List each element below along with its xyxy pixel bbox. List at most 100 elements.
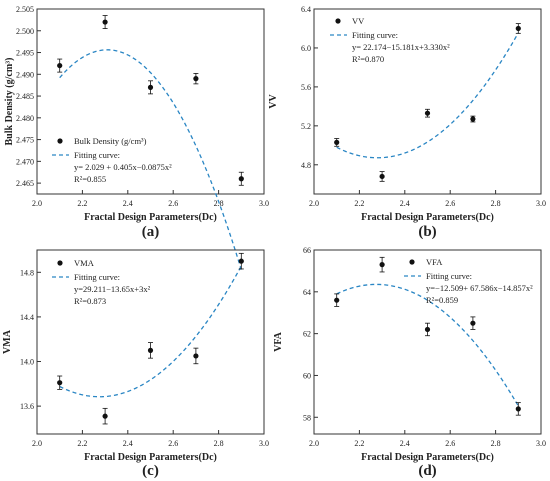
data-point <box>102 19 108 25</box>
data-point <box>515 25 521 32</box>
x-tick-label: 2.2 <box>77 199 87 208</box>
x-tick-label: 2.8 <box>214 439 224 448</box>
legend-marker <box>57 138 63 144</box>
data-point <box>470 116 476 122</box>
panel-label: (c) <box>142 463 159 479</box>
legend-marker <box>57 260 63 266</box>
plot-frame <box>313 249 542 435</box>
y-axis-label: Bulk Density (g/cm³) <box>4 58 15 146</box>
plot-frame <box>36 8 265 195</box>
y-axis-label: VFA <box>273 331 284 352</box>
data-point <box>334 139 340 145</box>
data-point <box>334 297 340 303</box>
panel-label: (d) <box>418 463 436 479</box>
data-point <box>57 380 63 386</box>
y-tick-label: 4.8 <box>301 161 311 170</box>
data-point <box>515 406 521 412</box>
x-tick-label: 2.4 <box>123 439 133 448</box>
data-point <box>147 84 154 90</box>
y-tick-label: 2.495 <box>16 49 34 58</box>
x-axis-label: Fractal Design Parameters(Dc) <box>84 212 217 223</box>
plot-frame <box>313 8 542 195</box>
data-point <box>193 76 199 82</box>
y-tick-label: 13.6 <box>20 402 34 411</box>
x-tick-label: 2.4 <box>400 439 410 448</box>
x-tick-label: 2.2 <box>77 439 87 448</box>
legend-r-squared: R²=0.873 <box>74 296 106 306</box>
legend-r-squared: R²=0.870 <box>352 54 384 64</box>
y-tick-label: 5.2 <box>301 122 311 131</box>
data-point <box>424 110 431 116</box>
legend-series-label: VV <box>352 16 365 26</box>
y-tick-label: 6.4 <box>301 5 311 14</box>
data-point <box>193 353 199 359</box>
y-tick-label: 14.4 <box>20 313 34 322</box>
x-axis-label: Fractal Design Parameters(Dc) <box>361 452 494 463</box>
y-tick-label: 2.490 <box>16 70 34 79</box>
legend-r-squared: R²=0.855 <box>74 174 106 184</box>
x-tick-label: 2.0 <box>32 439 42 448</box>
legend-fit-title: Fitting curve: <box>352 30 398 40</box>
legend-series-label: VMA <box>74 258 95 268</box>
x-tick-label: 2.6 <box>445 439 455 448</box>
y-tick-label: 2.500 <box>16 27 34 36</box>
legend: VFA Fitting curve: y=−12.509+ 67.586x−14.8… <box>404 257 533 305</box>
data-point <box>379 262 385 268</box>
y-tick-label: 2.465 <box>16 179 34 188</box>
x-tick-label: 3.0 <box>259 439 269 448</box>
chart-panel-d: 2.0 2.2 2.4 2.6 2.8 3.0 58 60 62 64 66 Fractal Desi… <box>273 246 546 479</box>
legend-fit-title: Fitting curve: <box>426 271 472 281</box>
fitting-curve-line <box>59 265 242 398</box>
y-axis-label: VV <box>268 94 279 109</box>
legend-series-label: Bulk Density (g/cm³) <box>74 136 147 146</box>
x-tick-label: 2.0 <box>32 199 42 208</box>
y-tick-label: 58 <box>303 413 311 422</box>
y-axis-label: VMA <box>2 329 13 354</box>
x-tick-label: 2.8 <box>491 199 501 208</box>
y-tick-label: 2.475 <box>16 136 34 145</box>
legend: VV Fitting curve: y= 22.174−15.181x+3.330x… <box>330 16 450 64</box>
data-point <box>238 176 244 182</box>
x-tick-label: 2.0 <box>309 199 319 208</box>
fitting-curve-line <box>336 32 519 159</box>
data-point <box>470 320 476 326</box>
y-tick-label: 2.470 <box>16 157 34 166</box>
legend-marker <box>409 259 415 265</box>
x-tick-label: 2.4 <box>123 199 133 208</box>
x-tick-label: 2.8 <box>214 199 224 208</box>
plot-frame <box>36 249 265 435</box>
panel-label: (a) <box>142 224 160 240</box>
chart-panel-b: 2.0 2.2 2.4 2.6 2.8 3.0 4.8 5.2 5.6 6.0 6.4 Fractal… <box>268 5 546 240</box>
y-tick-label: 2.480 <box>16 114 34 123</box>
y-tick-label: 2.505 <box>16 5 34 14</box>
x-tick-label: 2.6 <box>445 199 455 208</box>
x-tick-label: 2.2 <box>354 439 364 448</box>
y-tick-label: 60 <box>303 371 311 380</box>
legend-marker <box>335 18 341 24</box>
legend-fit-title: Fitting curve: <box>74 150 120 160</box>
legend-series-label: VFA <box>426 257 443 267</box>
data-point <box>147 347 154 353</box>
data-point <box>379 173 385 180</box>
data-point <box>57 62 63 69</box>
y-tick-label: 62 <box>303 330 311 339</box>
y-tick-label: 64 <box>303 288 311 297</box>
fitting-curve-line <box>336 283 519 407</box>
legend: VMA Fitting curve: y=29.211−13.65x+3x² R²=0… <box>52 258 151 306</box>
panel-label: (b) <box>418 224 436 240</box>
legend-equation: y= 22.174−15.181x+3.330x² <box>352 42 450 52</box>
legend-r-squared: R²=0.859 <box>426 295 458 305</box>
x-tick-label: 2.4 <box>400 199 410 208</box>
x-tick-label: 3.0 <box>536 439 546 448</box>
legend-equation: y= 2.029 + 0.405x−0.0875x² <box>74 162 172 172</box>
fitting-curve-line <box>59 49 242 270</box>
x-tick-label: 2.8 <box>491 439 501 448</box>
x-tick-label: 3.0 <box>259 199 269 208</box>
data-point <box>238 258 244 264</box>
data-point <box>424 326 431 333</box>
y-tick-label: 66 <box>303 246 311 255</box>
x-axis-label: Fractal Design Parameters(Dc) <box>361 212 494 223</box>
legend-equation: y=−12.509+ 67.586x−14.857x² <box>426 283 533 293</box>
legend-fit-title: Fitting curve: <box>74 272 120 282</box>
